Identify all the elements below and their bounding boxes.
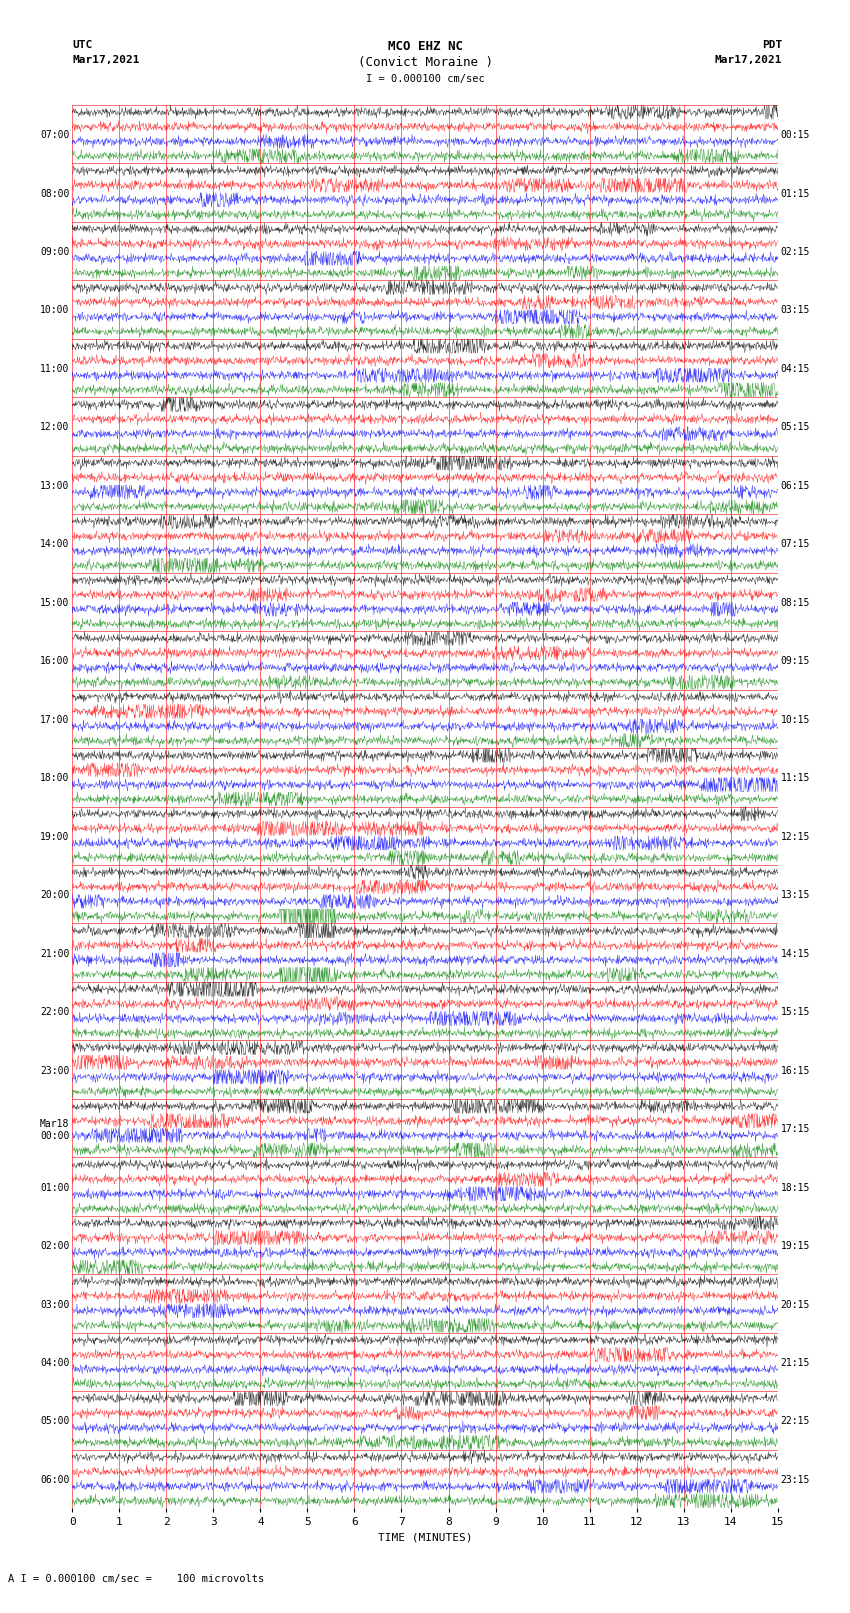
Text: Mar17,2021: Mar17,2021: [72, 55, 139, 65]
Text: I = 0.000100 cm/sec: I = 0.000100 cm/sec: [366, 74, 484, 84]
X-axis label: TIME (MINUTES): TIME (MINUTES): [377, 1532, 473, 1542]
Text: (Convict Moraine ): (Convict Moraine ): [358, 56, 492, 69]
Text: MCO EHZ NC: MCO EHZ NC: [388, 40, 462, 53]
Text: UTC: UTC: [72, 40, 93, 50]
Text: Mar17,2021: Mar17,2021: [715, 55, 782, 65]
Text: A I = 0.000100 cm/sec =    100 microvolts: A I = 0.000100 cm/sec = 100 microvolts: [8, 1574, 264, 1584]
Text: PDT: PDT: [762, 40, 782, 50]
